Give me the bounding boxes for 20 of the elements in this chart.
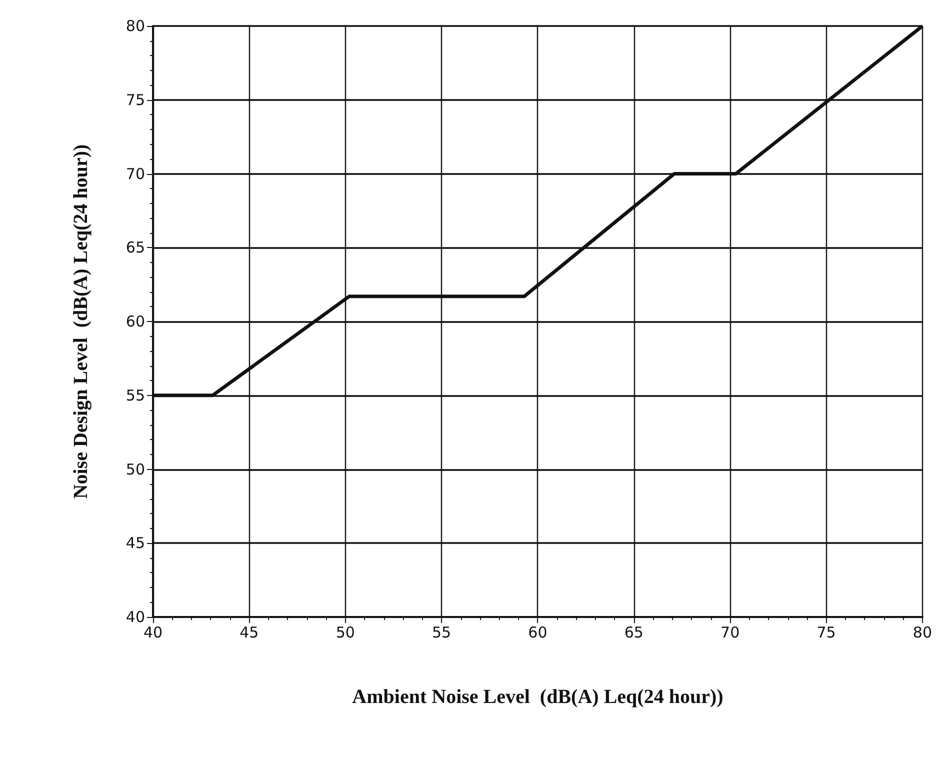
x-tick-label: 40 — [143, 624, 163, 642]
y-tick-label: 60 — [126, 312, 145, 330]
y-tick-label: 65 — [126, 238, 145, 257]
x-tick-label: 75 — [816, 624, 836, 642]
x-tick-label: 65 — [624, 624, 644, 642]
x-tick-label: 45 — [240, 624, 259, 642]
x-tick-label: 70 — [720, 624, 740, 642]
x-tick-label: 60 — [528, 624, 548, 642]
y-tick-label: 45 — [126, 534, 145, 552]
x-tick-label: 50 — [336, 624, 355, 642]
x-axis-title: Ambient Noise Level (dB(A) Leq(24 hour)) — [352, 686, 724, 708]
y-tick-label: 50 — [126, 460, 145, 478]
x-tick-label: 80 — [912, 624, 932, 642]
y-tick-label: 40 — [126, 608, 145, 626]
y-tick-label: 55 — [126, 386, 145, 404]
y-axis-title: Noise Design Level (dB(A) Leq(24 hour)) — [70, 144, 92, 499]
y-tick-label: 70 — [126, 164, 145, 183]
y-tick-label: 75 — [126, 90, 145, 109]
y-tick-label: 80 — [126, 17, 145, 35]
x-tick-label: 55 — [432, 624, 452, 642]
